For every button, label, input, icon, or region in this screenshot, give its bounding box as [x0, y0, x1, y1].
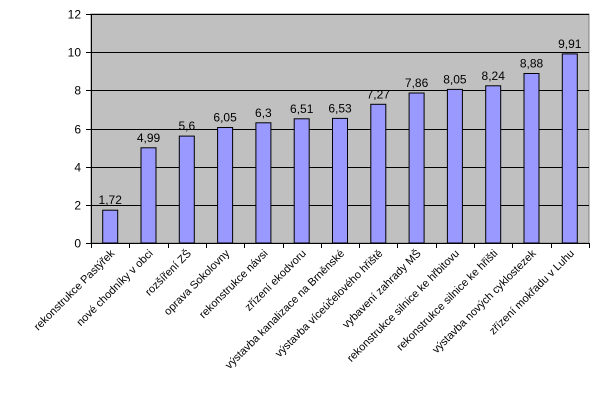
- data-label: 6,05: [213, 111, 237, 125]
- y-tick-label: 12: [68, 8, 82, 22]
- y-tick-label: 4: [74, 161, 81, 175]
- x-category-label: oprava Sokolovny: [162, 247, 233, 318]
- y-tick-label: 8: [74, 84, 81, 98]
- bar: [255, 122, 272, 244]
- x-category-label: rekonstrukce návsi: [197, 248, 270, 321]
- data-label: 8,05: [443, 72, 467, 86]
- data-label: 8,24: [482, 69, 506, 83]
- data-label: 1,72: [99, 193, 123, 207]
- data-label: 6,53: [328, 101, 352, 115]
- bar: [446, 88, 463, 244]
- bar: [408, 92, 425, 244]
- y-tick-label: 2: [74, 199, 81, 213]
- bar: [217, 127, 234, 244]
- y-tick-label: 0: [74, 237, 81, 251]
- data-label: 8,88: [520, 57, 544, 71]
- x-category-label: nové chodníky v obci: [74, 248, 155, 329]
- data-label: 9,91: [558, 37, 582, 51]
- bar: [293, 118, 310, 244]
- bar: [332, 117, 348, 244]
- y-tick-label: 10: [68, 46, 82, 60]
- data-label: 7,86: [405, 76, 429, 90]
- data-label: 7,27: [367, 87, 391, 101]
- y-tick-label: 6: [74, 123, 81, 137]
- bar: [370, 103, 387, 244]
- bar: [523, 73, 540, 244]
- bar: [561, 53, 578, 244]
- bar: [178, 135, 195, 244]
- data-label: 6,3: [255, 106, 272, 120]
- data-label: 6,51: [290, 102, 314, 116]
- bar: [140, 147, 157, 244]
- bar: [102, 209, 119, 244]
- data-label: 5,6: [178, 119, 195, 133]
- data-label: 4,99: [137, 131, 161, 145]
- bar: [485, 85, 502, 244]
